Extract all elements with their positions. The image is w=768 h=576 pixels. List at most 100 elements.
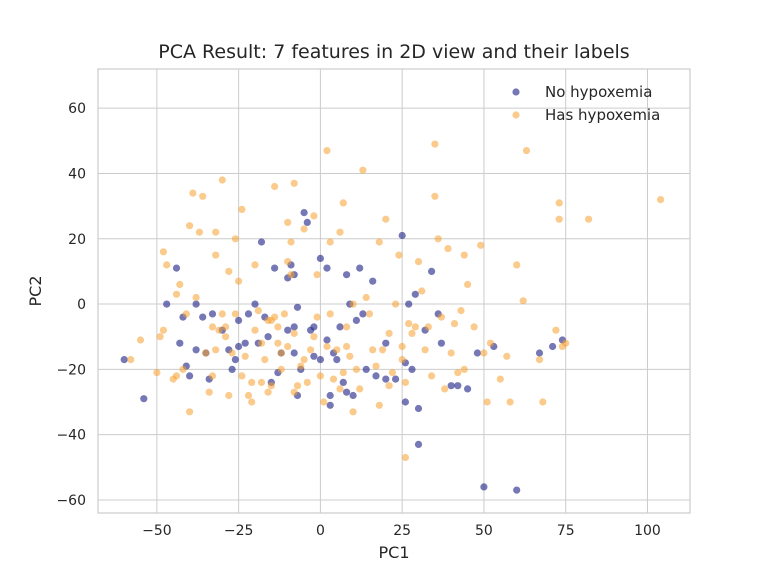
point-no-hypoxemia	[186, 372, 194, 380]
point-has-hypoxemia	[300, 225, 308, 233]
point-has-hypoxemia	[277, 365, 285, 373]
point-no-hypoxemia	[405, 300, 413, 308]
point-has-hypoxemia	[238, 205, 246, 213]
point-no-hypoxemia	[447, 382, 455, 390]
point-has-hypoxemia	[176, 280, 184, 289]
point-no-hypoxemia	[372, 372, 380, 380]
point-no-hypoxemia	[235, 342, 243, 351]
point-has-hypoxemia	[293, 382, 302, 390]
point-has-hypoxemia	[231, 235, 239, 243]
point-has-hypoxemia	[555, 199, 563, 207]
point-no-hypoxemia	[271, 264, 279, 272]
point-has-hypoxemia	[186, 408, 194, 416]
point-has-hypoxemia	[382, 215, 390, 223]
point-has-hypoxemia	[274, 323, 282, 331]
point-no-hypoxemia	[290, 349, 298, 357]
point-has-hypoxemia	[398, 342, 406, 351]
point-has-hypoxemia	[290, 388, 298, 396]
point-has-hypoxemia	[320, 398, 328, 406]
point-no-hypoxemia	[300, 209, 308, 217]
legend-label-has-hypoxemia: Has hypoxemia	[545, 106, 660, 124]
point-has-hypoxemia	[375, 238, 383, 246]
point-has-hypoxemia	[418, 287, 426, 295]
point-has-hypoxemia	[208, 372, 217, 380]
point-has-hypoxemia	[212, 346, 220, 354]
point-has-hypoxemia	[506, 398, 514, 406]
point-has-hypoxemia	[179, 365, 187, 373]
x-tick-label: −50	[142, 523, 172, 539]
point-has-hypoxemia	[136, 336, 145, 344]
point-has-hypoxemia	[356, 385, 364, 393]
point-no-hypoxemia	[241, 339, 249, 347]
point-has-hypoxemia	[365, 310, 374, 318]
point-no-hypoxemia	[359, 310, 367, 318]
point-has-hypoxemia	[271, 313, 279, 321]
point-has-hypoxemia	[519, 297, 527, 305]
x-tick-label: 0	[316, 523, 325, 539]
point-has-hypoxemia	[290, 329, 298, 337]
point-has-hypoxemia	[212, 228, 220, 236]
point-has-hypoxemia	[235, 277, 243, 285]
point-has-hypoxemia	[385, 329, 393, 337]
y-tick-label: 20	[68, 232, 86, 248]
point-no-hypoxemia	[172, 264, 181, 272]
x-tick-label: 25	[393, 523, 411, 539]
point-no-hypoxemia	[228, 365, 236, 373]
y-tick-label: −60	[56, 493, 86, 509]
grid	[98, 69, 690, 513]
point-has-hypoxemia	[411, 323, 419, 331]
point-has-hypoxemia	[248, 398, 256, 406]
point-has-hypoxemia	[477, 241, 485, 249]
point-no-hypoxemia	[303, 218, 311, 226]
point-no-hypoxemia	[414, 404, 423, 413]
y-tick-label: −20	[56, 362, 86, 378]
point-has-hypoxemia	[447, 349, 455, 357]
point-has-hypoxemia	[369, 346, 377, 354]
point-has-hypoxemia	[192, 293, 200, 302]
point-has-hypoxemia	[323, 147, 331, 155]
point-has-hypoxemia	[486, 339, 495, 347]
point-has-hypoxemia	[555, 215, 563, 223]
point-has-hypoxemia	[222, 333, 230, 341]
point-has-hypoxemia	[300, 356, 308, 364]
point-has-hypoxemia	[428, 372, 436, 380]
point-has-hypoxemia	[264, 388, 272, 396]
point-has-hypoxemia	[172, 290, 181, 298]
point-has-hypoxemia	[208, 323, 217, 331]
point-has-hypoxemia	[343, 342, 351, 351]
point-no-hypoxemia	[343, 271, 351, 279]
point-no-hypoxemia	[231, 356, 239, 364]
point-has-hypoxemia	[398, 356, 406, 364]
point-has-hypoxemia	[503, 352, 511, 360]
point-has-hypoxemia	[405, 320, 413, 328]
x-ticks: −50 −25 0 25 50 75 100	[142, 523, 661, 539]
y-tick-label: 40	[68, 166, 86, 182]
point-no-hypoxemia	[293, 303, 302, 311]
point-has-hypoxemia	[457, 307, 465, 315]
point-has-hypoxemia	[349, 408, 357, 416]
point-has-hypoxemia	[329, 375, 338, 383]
point-no-hypoxemia	[316, 254, 324, 262]
point-no-hypoxemia	[323, 336, 331, 344]
point-has-hypoxemia	[248, 378, 256, 386]
point-has-hypoxemia	[460, 365, 468, 373]
point-has-hypoxemia	[156, 333, 164, 341]
point-has-hypoxemia	[333, 346, 341, 354]
point-has-hypoxemia	[251, 326, 259, 334]
point-has-hypoxemia	[372, 362, 380, 370]
point-has-hypoxemia	[284, 342, 292, 351]
point-no-hypoxemia	[411, 290, 419, 298]
point-no-hypoxemia	[480, 483, 488, 491]
point-no-hypoxemia	[290, 323, 298, 331]
point-has-hypoxemia	[277, 349, 285, 357]
point-has-hypoxemia	[254, 307, 262, 315]
point-has-hypoxemia	[362, 293, 370, 302]
point-no-hypoxemia	[140, 395, 148, 403]
point-has-hypoxemia	[297, 362, 305, 370]
point-has-hypoxemia	[339, 199, 347, 207]
point-has-hypoxemia	[336, 228, 344, 236]
point-no-hypoxemia	[316, 356, 324, 364]
x-tick-label: 50	[475, 523, 493, 539]
point-has-hypoxemia	[395, 251, 403, 259]
